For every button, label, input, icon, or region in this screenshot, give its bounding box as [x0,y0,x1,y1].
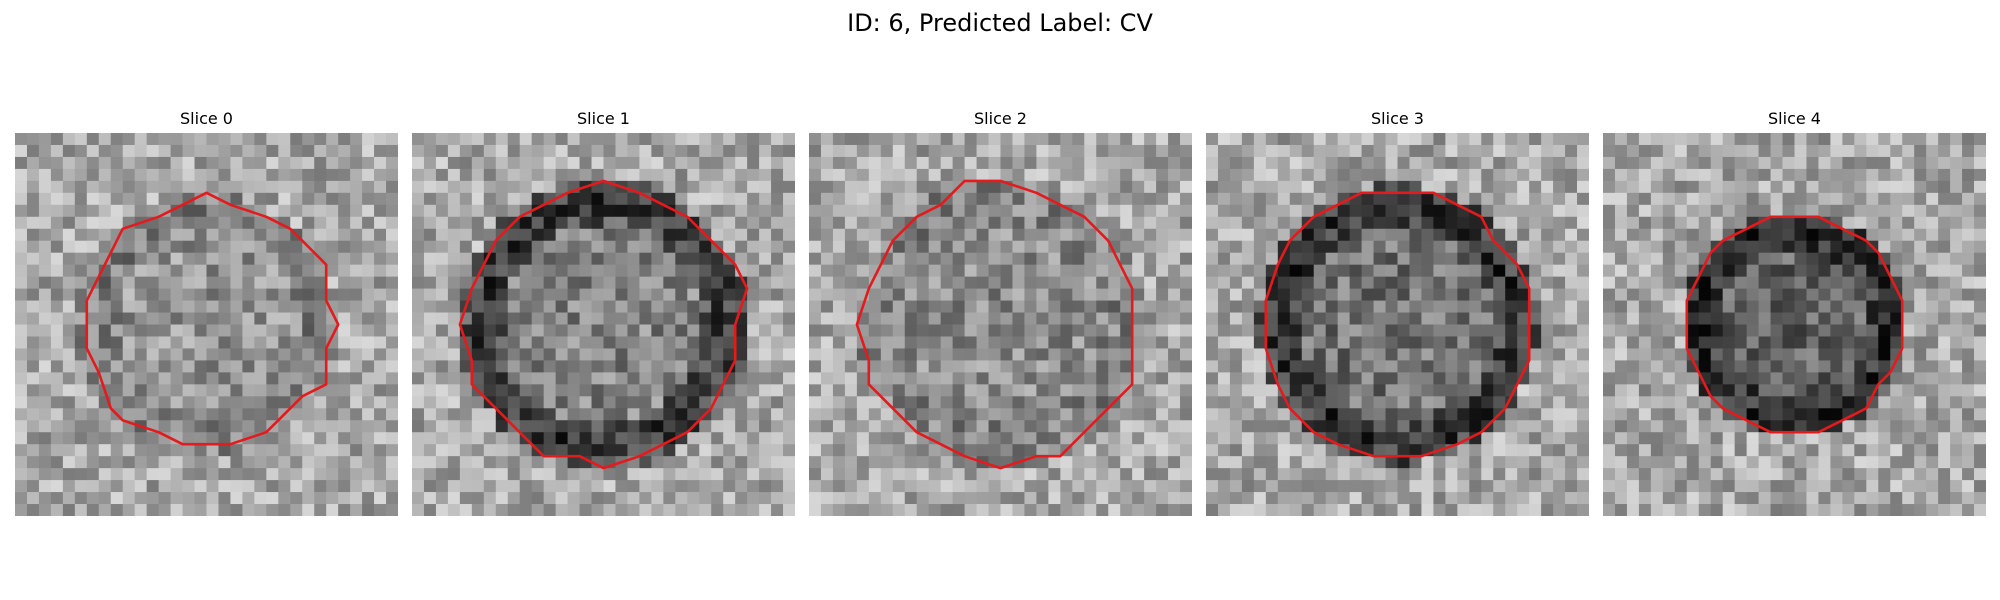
pixel-grid [1603,133,1986,516]
slice-title-2: Slice 2 [974,109,1027,128]
slice-panel-1: Slice 1 [412,108,795,516]
slice-image-3 [1206,133,1589,516]
pixel-grid [809,133,1192,516]
segmentation-contour [855,179,1134,470]
pixel-grid [1206,133,1589,516]
slice-image-1 [412,133,795,516]
slice-title-1: Slice 1 [577,109,630,128]
slice-panel-2: Slice 2 [809,108,1192,516]
pixel-grid [15,133,398,516]
slice-title-0: Slice 0 [180,109,233,128]
slice-title-4: Slice 4 [1768,109,1821,128]
slice-title-3: Slice 3 [1371,109,1424,128]
segmentation-contour [85,191,340,446]
slice-panel-0: Slice 0 [15,108,398,516]
figure-title: ID: 6, Predicted Label: CV [847,9,1153,37]
slice-panel-4: Slice 4 [1603,108,1986,516]
slice-panel-3: Slice 3 [1206,108,1589,516]
segmentation-contour [1264,191,1531,458]
slice-image-2 [809,133,1192,516]
pixel-grid [412,133,795,516]
segmentation-contour [1685,215,1904,434]
slice-image-4 [1603,133,1986,516]
slice-image-0 [15,133,398,516]
segmentation-contour [458,179,749,470]
